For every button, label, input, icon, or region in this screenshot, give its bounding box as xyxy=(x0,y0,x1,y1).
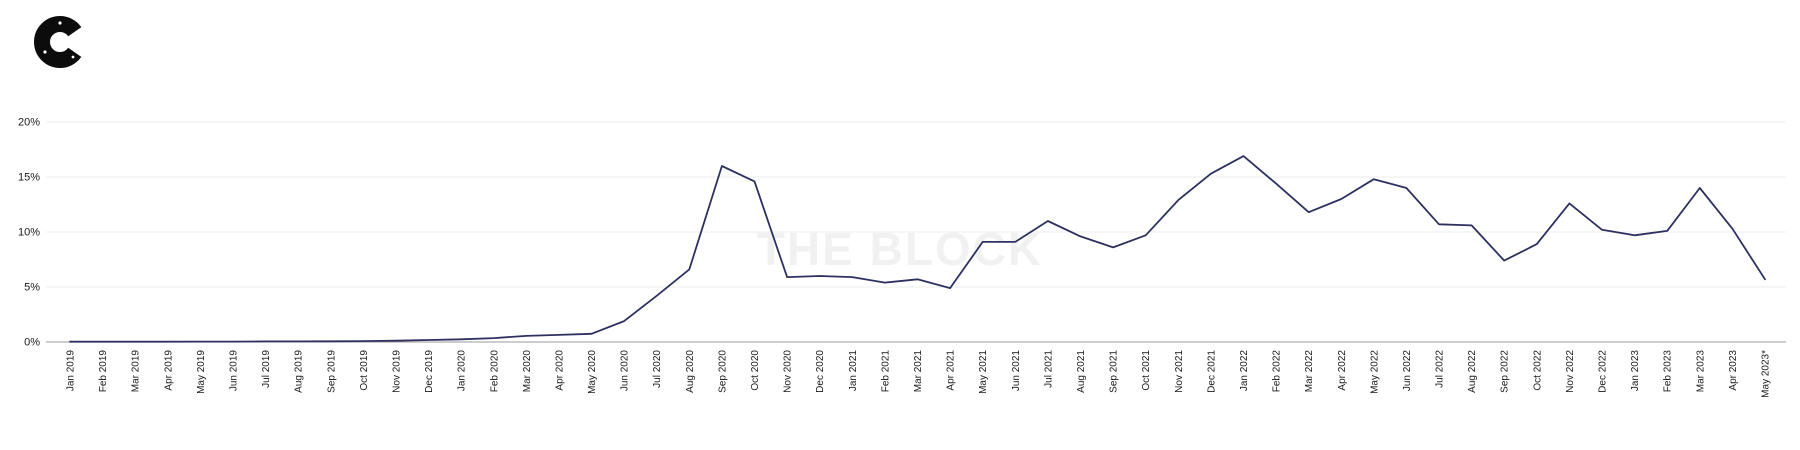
x-tick-label: Nov 2020 xyxy=(783,350,794,393)
brand-logo-icon xyxy=(32,14,88,70)
logo-sparkle xyxy=(58,21,62,25)
x-tick-label: Apr 2021 xyxy=(946,350,957,391)
x-tick-label: Feb 2023 xyxy=(1663,350,1674,393)
logo-sparkle xyxy=(71,55,75,59)
x-tick-label: Jun 2021 xyxy=(1011,350,1022,392)
x-tick-label: Apr 2023 xyxy=(1728,350,1739,391)
x-tick-label: Feb 2019 xyxy=(98,350,109,393)
x-tick-label: Nov 2021 xyxy=(1174,350,1185,393)
x-tick-label: Aug 2022 xyxy=(1467,350,1478,393)
x-tick-label: Oct 2019 xyxy=(359,350,370,391)
x-tick-label: Aug 2020 xyxy=(685,350,696,393)
x-tick-label: Jul 2020 xyxy=(652,350,663,388)
x-tick-label: Mar 2022 xyxy=(1304,350,1315,393)
x-tick-label: Jan 2020 xyxy=(457,350,468,392)
x-tick-label: Aug 2021 xyxy=(1076,350,1087,393)
x-tick-label: Mar 2023 xyxy=(1695,350,1706,393)
data-line xyxy=(69,155,1766,343)
x-tick-label: May 2022 xyxy=(1369,350,1380,394)
x-tick-label: Jan 2019 xyxy=(66,350,77,392)
x-tick-label: Jun 2022 xyxy=(1402,350,1413,392)
c-logo-glyph xyxy=(34,16,86,68)
y-tick-label: 0% xyxy=(24,337,40,349)
x-tick-label: May 2023* xyxy=(1761,350,1772,398)
x-tick-label: Dec 2019 xyxy=(424,350,435,393)
x-tick-label: Jan 2021 xyxy=(848,350,859,392)
x-tick-label: Apr 2019 xyxy=(163,350,174,391)
x-tick-label: Sep 2021 xyxy=(1109,350,1120,393)
x-tick-label: Apr 2020 xyxy=(554,350,565,391)
logo-sparkle xyxy=(43,50,47,54)
x-tick-label: Nov 2022 xyxy=(1565,350,1576,393)
x-tick-label: Jul 2021 xyxy=(1043,350,1054,388)
x-tick-label: Jan 2022 xyxy=(1239,350,1250,392)
x-tick-label: Mar 2020 xyxy=(522,350,533,393)
x-tick-label: Jun 2019 xyxy=(228,350,239,392)
x-tick-label: Dec 2022 xyxy=(1598,350,1609,393)
x-tick-label: Aug 2019 xyxy=(294,350,305,393)
x-tick-label: Jun 2020 xyxy=(620,350,631,392)
x-tick-label: Sep 2019 xyxy=(326,350,337,393)
x-tick-label: Dec 2020 xyxy=(815,350,826,393)
y-tick-label: 15% xyxy=(18,172,40,184)
x-tick-label: Jan 2023 xyxy=(1630,350,1641,392)
x-tick-label: Sep 2020 xyxy=(717,350,728,393)
y-tick-label: 20% xyxy=(18,117,40,129)
x-tick-label: Nov 2019 xyxy=(391,350,402,393)
x-tick-label: Feb 2021 xyxy=(880,350,891,393)
y-tick-label: 5% xyxy=(24,282,40,294)
x-tick-label: Feb 2020 xyxy=(489,350,500,393)
x-tick-label: Sep 2022 xyxy=(1500,350,1511,393)
x-tick-label: Oct 2020 xyxy=(750,350,761,391)
x-tick-label: Oct 2022 xyxy=(1532,350,1543,391)
y-tick-label: 10% xyxy=(18,227,40,239)
x-tick-label: Mar 2021 xyxy=(913,350,924,393)
x-tick-label: May 2020 xyxy=(587,350,598,394)
x-tick-label: Oct 2021 xyxy=(1141,350,1152,391)
x-tick-label: May 2019 xyxy=(196,350,207,394)
x-tick-label: May 2021 xyxy=(978,350,989,394)
x-tick-label: Apr 2022 xyxy=(1337,350,1348,391)
x-tick-label: Dec 2021 xyxy=(1206,350,1217,393)
x-tick-label: Feb 2022 xyxy=(1272,350,1283,393)
x-tick-label: Jul 2022 xyxy=(1435,350,1446,388)
x-tick-label: Jul 2019 xyxy=(261,350,272,388)
x-tick-label: Mar 2019 xyxy=(131,350,142,393)
